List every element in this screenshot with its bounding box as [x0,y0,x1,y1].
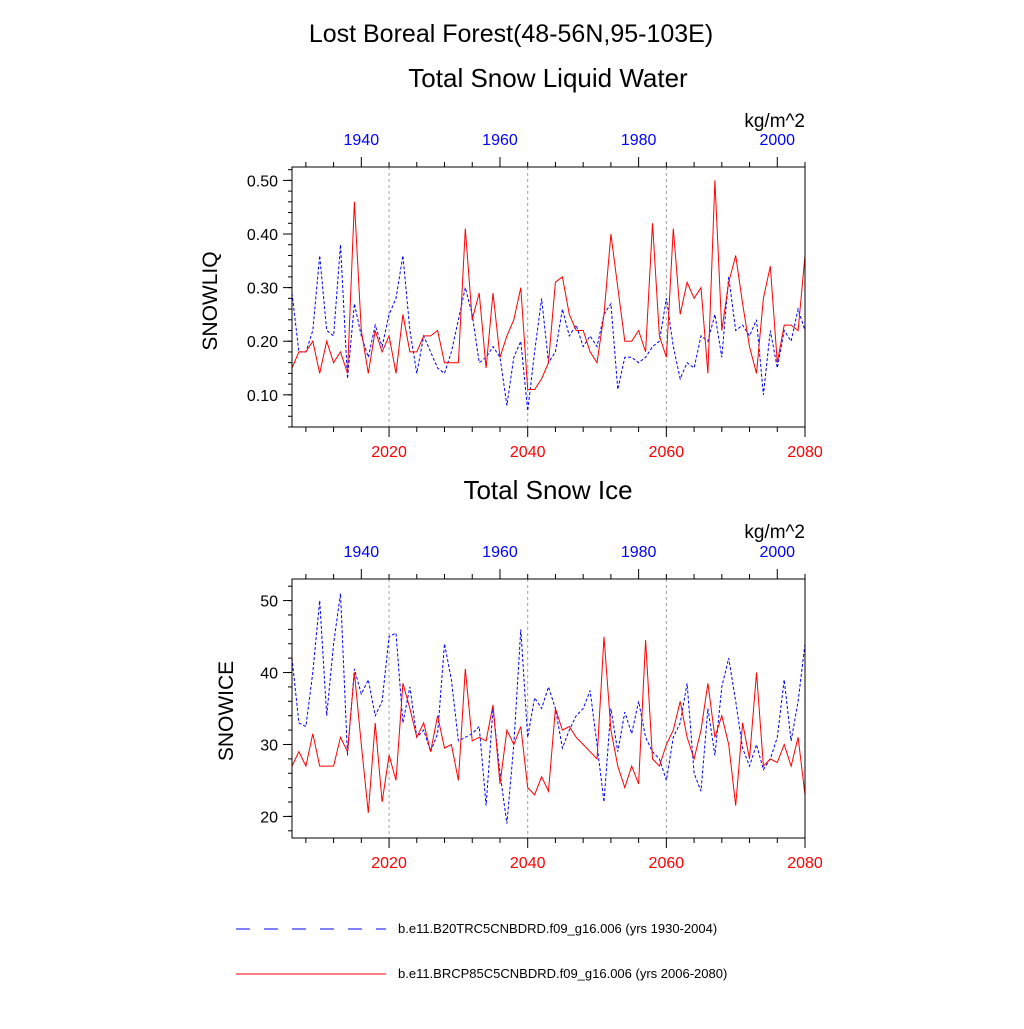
legend-label-future: b.e11.BRCP85C5CNBDRD.f09_g16.006 (yrs 20… [398,966,727,981]
units-label: kg/m^2 [744,111,805,132]
x-bottom-tick-label: 2080 [787,444,823,461]
panel-title: Total Snow Liquid Water [408,63,688,93]
x-top-tick-label: 2000 [759,544,795,561]
units-label: kg/m^2 [744,522,805,543]
y-tick-label: 30 [260,737,278,754]
x-top-tick-label: 1960 [482,544,518,561]
y-tick-label: 0.10 [247,388,278,405]
panel-snowice: Total Snow Ice kg/m^2 SNOWICE 20 30 40 50 20… [215,475,823,872]
x-bottom-tick-label: 2080 [787,855,823,872]
y-tick-label: 0.50 [247,173,278,190]
x-top-tick-label: 1960 [482,132,518,149]
series-line-historical [291,185,806,411]
legend: b.e11.B20TRC5CNBDRD.f09_g16.006 (yrs 193… [236,921,727,981]
x-bottom-tick-label: 2060 [649,444,685,461]
y-tick-label: 50 [260,594,278,611]
x-top-tick-label: 1980 [621,544,657,561]
x-top-tick-label: 2000 [759,132,795,149]
series-line-future [291,180,806,390]
legend-label-historical: b.e11.B20TRC5CNBDRD.f09_g16.006 (yrs 193… [398,921,717,936]
x-bottom-tick-label: 2020 [371,444,407,461]
x-top-tick-label: 1980 [621,132,657,149]
y-tick-label: 0.20 [247,334,278,351]
y-axis-label: SNOWICE [215,661,238,761]
series-line-future [291,636,806,813]
y-axis-label: SNOWLIQ [199,251,222,350]
y-tick-label: 0.30 [247,281,278,298]
plot-frame [291,166,806,428]
x-top-tick-label: 1940 [344,132,380,149]
series-line-historical [291,593,806,824]
y-tick-label: 40 [260,666,278,683]
x-top-tick-label: 1940 [344,544,380,561]
x-bottom-tick-label: 2040 [510,855,546,872]
x-bottom-tick-label: 2020 [371,855,407,872]
plot-frame [291,578,806,839]
main-title: Lost Boreal Forest(48-56N,95-103E) [309,20,713,48]
panel-snowliq: Total Snow Liquid Water kg/m^2 SNOWLIQ 0… [199,63,823,461]
y-tick-label: 0.40 [247,227,278,244]
y-tick-label: 20 [260,809,278,826]
x-bottom-tick-label: 2060 [649,855,685,872]
panel-title: Total Snow Ice [463,475,632,505]
x-bottom-tick-label: 2040 [510,444,546,461]
